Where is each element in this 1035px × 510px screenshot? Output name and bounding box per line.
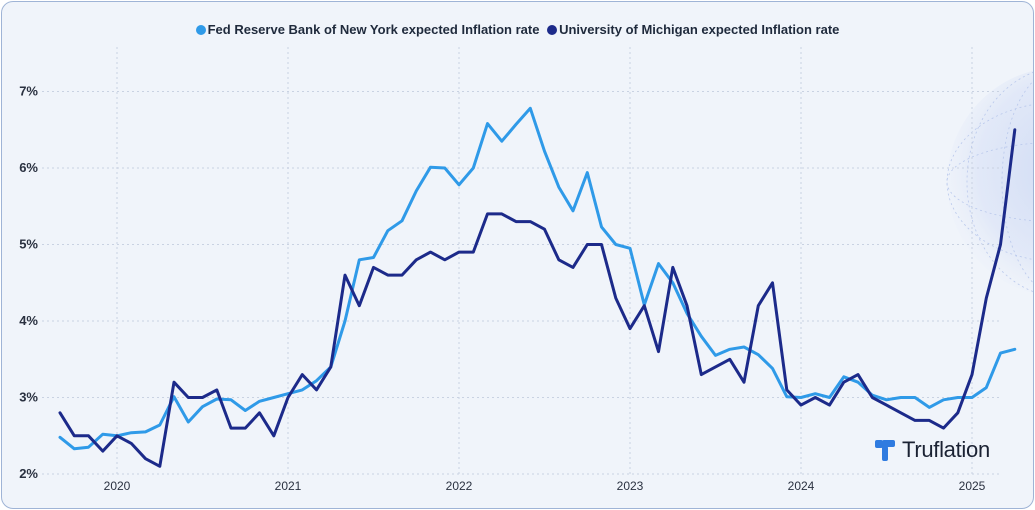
series-lines: [58, 106, 1017, 468]
globe-decoration: [946, 70, 1033, 294]
y-tick-label: 6%: [19, 160, 38, 175]
legend-swatch-ny-fed: [195, 25, 206, 35]
legend-item-ny-fed[interactable]: Fed Reserve Bank of New York expected In…: [195, 22, 540, 37]
series-line-michigan[interactable]: [58, 128, 1017, 468]
x-tick-label: 2023: [617, 479, 644, 493]
legend-swatch-michigan: [547, 25, 558, 35]
y-tick-label: 2%: [19, 466, 38, 481]
y-tick-label: 3%: [19, 390, 38, 405]
x-tick-label: 2022: [446, 479, 473, 493]
chart-legend: Fed Reserve Bank of New York expected In…: [2, 22, 1033, 37]
x-axis-ticks: 2020 2021 2022 2023 2024 2025: [104, 479, 986, 493]
y-tick-label: 4%: [19, 313, 38, 328]
brand-name: Truflation: [902, 437, 990, 462]
y-tick-label: 7%: [19, 84, 38, 99]
x-tick-label: 2021: [275, 479, 302, 493]
x-tick-label: 2025: [959, 479, 986, 493]
x-tick-label: 2020: [104, 479, 131, 493]
x-tick-label: 2024: [788, 479, 815, 493]
legend-item-michigan[interactable]: University of Michigan expected Inflatio…: [547, 22, 839, 37]
grid-lines: [42, 47, 1002, 475]
legend-label-michigan: University of Michigan expected Inflatio…: [559, 22, 840, 37]
truflation-mark-icon: [875, 440, 895, 461]
y-tick-label: 5%: [19, 237, 38, 252]
truflation-logo: Truflation: [872, 435, 990, 465]
legend-label-ny-fed: Fed Reserve Bank of New York expected In…: [207, 22, 540, 37]
y-axis-ticks: 2% 3% 4% 5% 6% 7%: [19, 84, 38, 482]
